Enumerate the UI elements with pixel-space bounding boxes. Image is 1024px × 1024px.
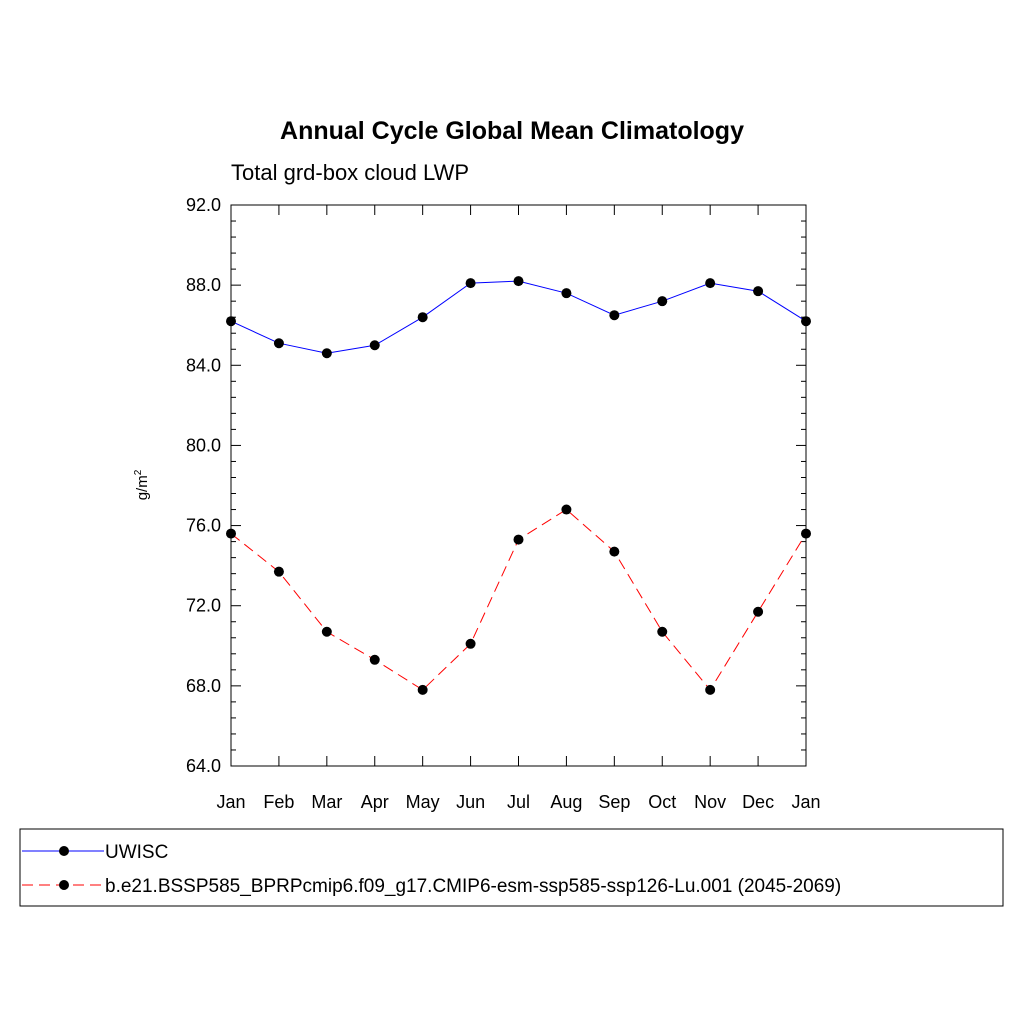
y-tick-label: 80.0	[186, 435, 221, 455]
series-2-point	[369, 654, 380, 665]
series-1-point	[705, 278, 716, 289]
y-tick-label: 76.0	[186, 516, 221, 536]
series-2-point	[321, 626, 332, 637]
legend: UWISC b.e21.BSSP585_BPRPcmip6.f09_g17.CMI…	[19, 828, 1004, 907]
legend-marker-1	[59, 846, 69, 856]
x-tick-label: May	[406, 792, 440, 812]
y-tick-label: 88.0	[186, 275, 221, 295]
x-tick-label: Apr	[361, 792, 389, 812]
x-axis: Jan Feb Mar Apr May Jun Jul Aug Sep Oct Nov Dec Jan	[216, 205, 821, 812]
x-tick-label: Oct	[648, 792, 676, 812]
x-tick-label: Jun	[456, 792, 485, 812]
series-2-point	[417, 684, 428, 695]
x-tick-label: Feb	[263, 792, 294, 812]
series-layer	[226, 276, 811, 695]
x-tick-label: Jan	[791, 792, 820, 812]
legend-label-1: UWISC	[105, 842, 168, 863]
chart-title: Annual Cycle Global Mean Climatology	[280, 117, 744, 145]
series-1-point	[321, 348, 332, 359]
series-1-point	[657, 296, 668, 307]
plot-area	[230, 204, 807, 767]
y-axis: 64.0 68.0 72.0 76.0 80.0 84.0 88.0 92.0	[186, 195, 806, 776]
y-axis-label: g/m2	[133, 469, 151, 500]
series-2-point	[513, 534, 524, 545]
series-2-point	[273, 566, 284, 577]
series-1-point	[273, 338, 284, 349]
x-tick-label: Aug	[550, 792, 582, 812]
legend-box	[19, 828, 1004, 907]
series-1-point	[369, 340, 380, 351]
plot-frame	[230, 204, 807, 767]
series-2-point	[705, 684, 716, 695]
y-tick-label: 84.0	[186, 355, 221, 375]
x-tick-label: Mar	[311, 792, 342, 812]
chart-subtitle: Total grd-box cloud LWP	[231, 160, 469, 185]
series-line-1	[230, 280, 807, 354]
x-tick-label: Nov	[694, 792, 726, 812]
y-tick-label: 64.0	[186, 756, 221, 776]
series-1-point	[465, 278, 476, 289]
series-2-point	[226, 528, 236, 539]
y-tick-label: 68.0	[186, 676, 221, 696]
y-tick-label: 72.0	[186, 596, 221, 616]
x-tick-label: Jan	[216, 792, 245, 812]
series-2-point	[801, 528, 811, 539]
y-tick-label: 92.0	[186, 195, 221, 215]
series-1-point	[226, 316, 236, 327]
x-tick-label: Dec	[742, 792, 774, 812]
legend-label-2: b.e21.BSSP585_BPRPcmip6.f09_g17.CMIP6-es…	[105, 876, 841, 897]
legend-marker-2	[59, 880, 69, 890]
series-1-point	[801, 316, 811, 327]
series-1-point	[417, 312, 428, 323]
series-1-point	[753, 286, 764, 297]
series-2-point	[657, 626, 668, 637]
series-1-point	[513, 276, 524, 287]
series-2-point	[465, 638, 476, 649]
series-2-point	[561, 504, 572, 515]
series-1-point	[609, 310, 620, 321]
x-tick-label: Sep	[598, 792, 630, 812]
series-2-point	[753, 606, 764, 617]
x-tick-label: Jul	[507, 792, 530, 812]
series-1-point	[561, 288, 572, 299]
series-2-point	[609, 546, 620, 557]
